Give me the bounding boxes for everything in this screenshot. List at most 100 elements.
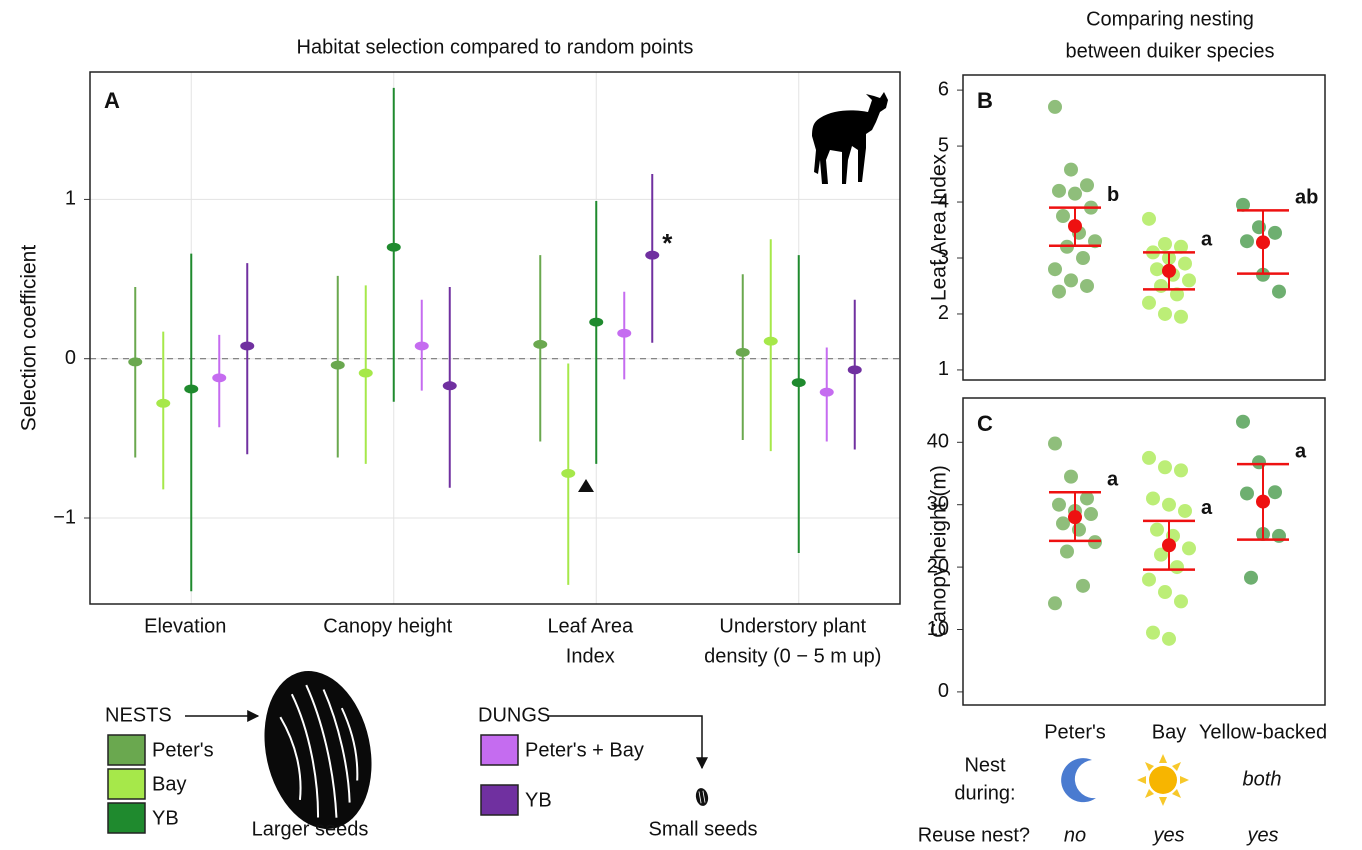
side-title: Comparing nesting bbox=[1086, 8, 1254, 30]
x-tick-label: Leaf Area bbox=[547, 615, 634, 637]
reuse-value: yes bbox=[1151, 824, 1184, 846]
small-seed-icon bbox=[695, 788, 709, 806]
data-point bbox=[1182, 273, 1196, 288]
data-point bbox=[1048, 596, 1062, 611]
row-label: during: bbox=[954, 782, 1015, 804]
data-point bbox=[1158, 585, 1172, 600]
data-point bbox=[1142, 572, 1156, 587]
legend-swatch bbox=[107, 734, 146, 766]
data-point bbox=[1048, 436, 1062, 451]
y-tick-label: 6 bbox=[938, 78, 949, 100]
row-label: Nest bbox=[964, 754, 1006, 776]
data-point bbox=[1146, 491, 1160, 506]
point-estimate bbox=[414, 341, 429, 351]
point-estimate bbox=[645, 250, 660, 260]
panel-label: B bbox=[977, 88, 993, 113]
y-axis-label: Selection coefficient bbox=[18, 245, 41, 432]
data-point bbox=[1150, 522, 1164, 537]
legend-title: NESTS bbox=[105, 704, 172, 726]
point-estimate bbox=[533, 339, 548, 349]
point-estimate bbox=[617, 328, 632, 338]
point-estimate bbox=[240, 341, 255, 351]
side-title: between duiker species bbox=[1065, 40, 1274, 62]
y-tick-label: 4 bbox=[938, 190, 949, 212]
data-point bbox=[1240, 486, 1254, 501]
panel-label: C bbox=[977, 411, 993, 436]
data-point bbox=[1056, 209, 1070, 224]
data-point bbox=[1178, 503, 1192, 518]
x-tick-label: Yellow-backed bbox=[1199, 721, 1327, 743]
nest-during-value: both bbox=[1243, 768, 1282, 790]
legend-label: YB bbox=[152, 807, 179, 829]
significance-mark: * bbox=[662, 228, 673, 258]
data-point bbox=[1052, 497, 1066, 512]
panel-label: A bbox=[104, 88, 120, 113]
x-tick-label: Bay bbox=[1152, 721, 1186, 743]
point-estimate bbox=[212, 373, 227, 383]
data-point bbox=[1080, 178, 1094, 193]
data-point bbox=[1174, 594, 1188, 609]
point-estimate bbox=[791, 378, 806, 388]
data-point bbox=[1076, 251, 1090, 265]
point-estimate bbox=[442, 381, 457, 391]
data-point bbox=[1146, 625, 1160, 640]
point-estimate bbox=[184, 384, 199, 394]
data-point bbox=[1084, 507, 1098, 522]
group-letter: a bbox=[1201, 497, 1213, 519]
data-point bbox=[1170, 560, 1184, 575]
moon-icon bbox=[1061, 758, 1096, 803]
data-point bbox=[1064, 469, 1078, 484]
data-point bbox=[1236, 197, 1250, 212]
y-tick-label: 5 bbox=[938, 134, 949, 156]
data-point bbox=[1162, 497, 1176, 512]
group-letter: a bbox=[1107, 469, 1119, 491]
data-point bbox=[1080, 278, 1094, 293]
x-tick-label: density (0 − 5 m up) bbox=[704, 645, 881, 667]
point-estimate bbox=[330, 360, 345, 370]
data-point bbox=[1244, 570, 1258, 585]
x-tick-label: Elevation bbox=[144, 615, 226, 637]
mean-point bbox=[1256, 235, 1270, 250]
plot-frame bbox=[89, 71, 901, 605]
plot-frame bbox=[962, 74, 1326, 381]
data-point bbox=[1158, 237, 1172, 252]
point-estimate bbox=[819, 387, 834, 397]
legend-caption: Larger seeds bbox=[252, 818, 369, 840]
data-point bbox=[1076, 578, 1090, 593]
y-tick-label: 40 bbox=[927, 431, 949, 453]
data-point bbox=[1174, 239, 1188, 254]
point-estimate bbox=[847, 365, 862, 375]
point-estimate bbox=[561, 468, 576, 478]
data-point bbox=[1052, 284, 1066, 299]
data-point bbox=[1142, 450, 1156, 465]
data-point bbox=[1182, 541, 1196, 556]
data-point bbox=[1048, 99, 1062, 114]
data-point bbox=[1150, 262, 1164, 277]
data-point bbox=[1178, 256, 1192, 271]
legend-label: Peter's bbox=[152, 739, 214, 761]
data-point bbox=[1154, 547, 1168, 562]
data-point bbox=[1064, 273, 1078, 288]
mean-point bbox=[1068, 510, 1082, 525]
plot-frame bbox=[962, 397, 1326, 706]
data-point bbox=[1268, 225, 1282, 240]
legend-swatch bbox=[480, 784, 519, 816]
y-tick-label: 3 bbox=[938, 246, 949, 268]
point-estimate bbox=[156, 398, 171, 408]
legend-caption: Small seeds bbox=[649, 818, 758, 840]
row-label: Reuse nest? bbox=[918, 824, 1030, 846]
legend-swatch bbox=[480, 734, 519, 766]
y-tick-label: −1 bbox=[53, 506, 76, 528]
y-tick-label: 0 bbox=[65, 347, 76, 369]
point-estimate bbox=[763, 336, 778, 346]
mean-point bbox=[1162, 263, 1176, 278]
group-letter: a bbox=[1201, 229, 1213, 251]
reuse-value: yes bbox=[1245, 824, 1278, 846]
legend-label: Bay bbox=[152, 773, 186, 795]
group-letter: ab bbox=[1295, 187, 1318, 209]
y-tick-label: 1 bbox=[938, 358, 949, 380]
y-tick-label: 10 bbox=[927, 618, 949, 640]
mean-point bbox=[1256, 494, 1270, 509]
legend-swatch bbox=[107, 768, 146, 800]
